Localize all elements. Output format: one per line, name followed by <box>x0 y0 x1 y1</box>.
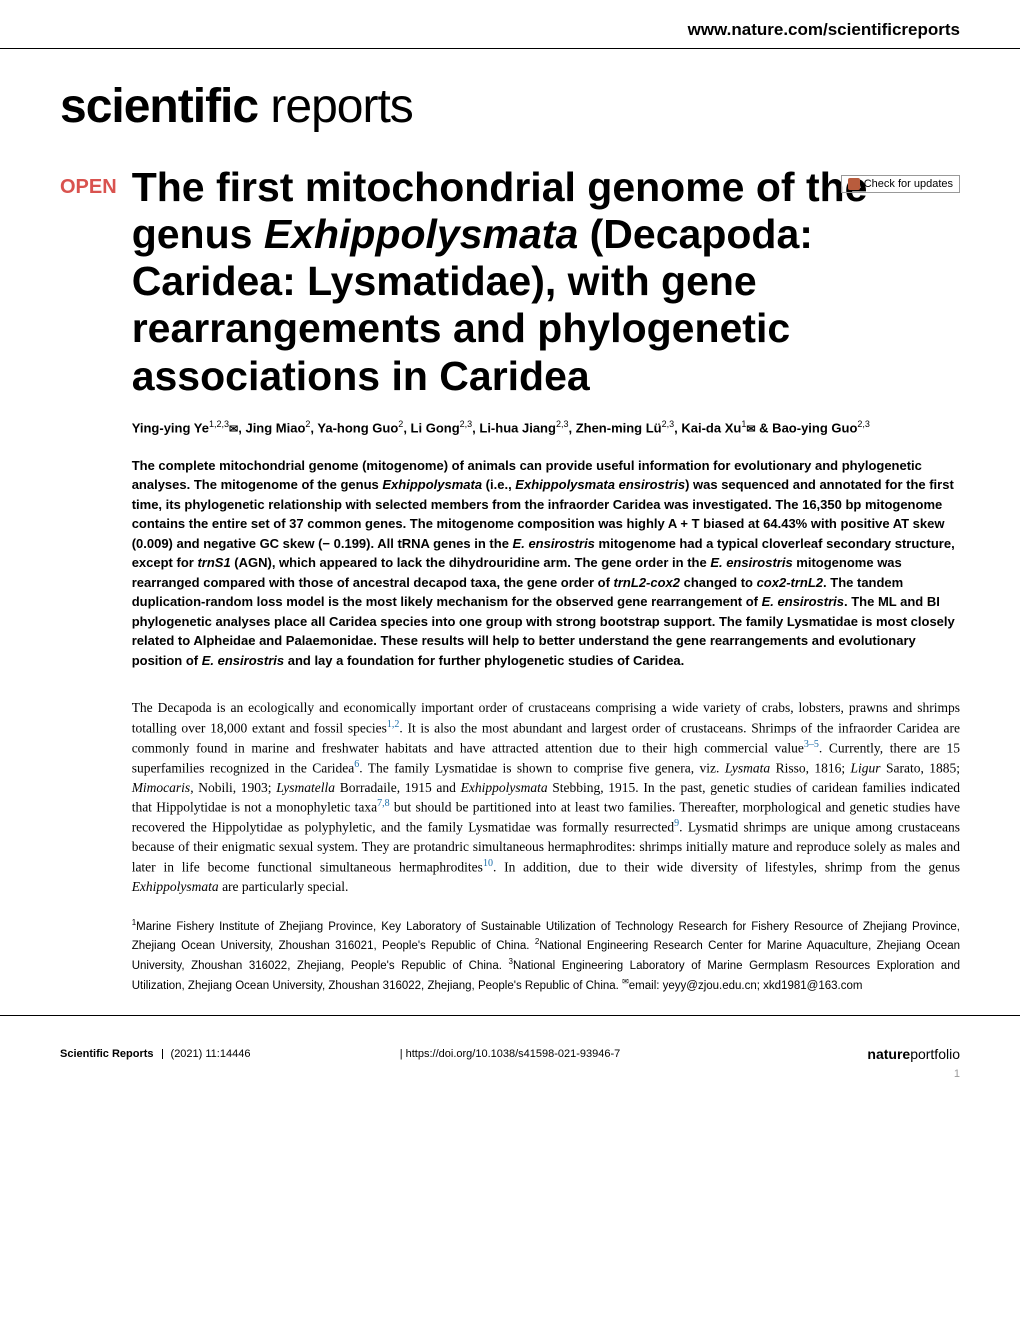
publisher-light: portfolio <box>910 1046 960 1062</box>
publisher-bold: nature <box>867 1046 910 1062</box>
article-title: The first mitochondrial genome of the ge… <box>132 164 960 400</box>
abstract: The complete mitochondrial genome (mitog… <box>132 456 960 671</box>
article-body: The first mitochondrial genome of the ge… <box>132 164 960 995</box>
logo-bold: scientific <box>60 80 258 133</box>
footer-publisher: natureportfolio <box>867 1046 960 1062</box>
update-icon <box>848 178 860 190</box>
check-updates-label: Check for updates <box>864 178 953 190</box>
footer-doi: | https://doi.org/10.1038/s41598-021-939… <box>400 1048 621 1060</box>
affiliations: 1Marine Fishery Institute of Zhejiang Pr… <box>132 917 960 996</box>
page-number: 1 <box>954 1068 960 1080</box>
main-content: OPEN The first mitochondrial genome of t… <box>0 164 1020 995</box>
page-footer: Scientific Reports (2021) 11:14446 | http… <box>0 1015 1020 1082</box>
introduction-paragraph: The Decapoda is an ecologically and econ… <box>132 698 960 897</box>
journal-logo: scientific reports <box>0 49 1020 164</box>
footer-journal-name: Scientific Reports <box>60 1048 154 1060</box>
header-url: www.nature.com/scientificreports <box>0 0 1020 48</box>
footer-journal: Scientific Reports (2021) 11:14446 <box>60 1048 250 1060</box>
footer-volume: (2021) 11:14446 <box>171 1048 251 1060</box>
check-updates-button[interactable]: Check for updates <box>841 175 960 193</box>
authors-list: Ying-ying Ye1,2,3✉, Jing Miao2, Ya-hong … <box>132 418 960 438</box>
logo-light: reports <box>258 80 413 133</box>
open-access-label: OPEN <box>60 164 117 995</box>
